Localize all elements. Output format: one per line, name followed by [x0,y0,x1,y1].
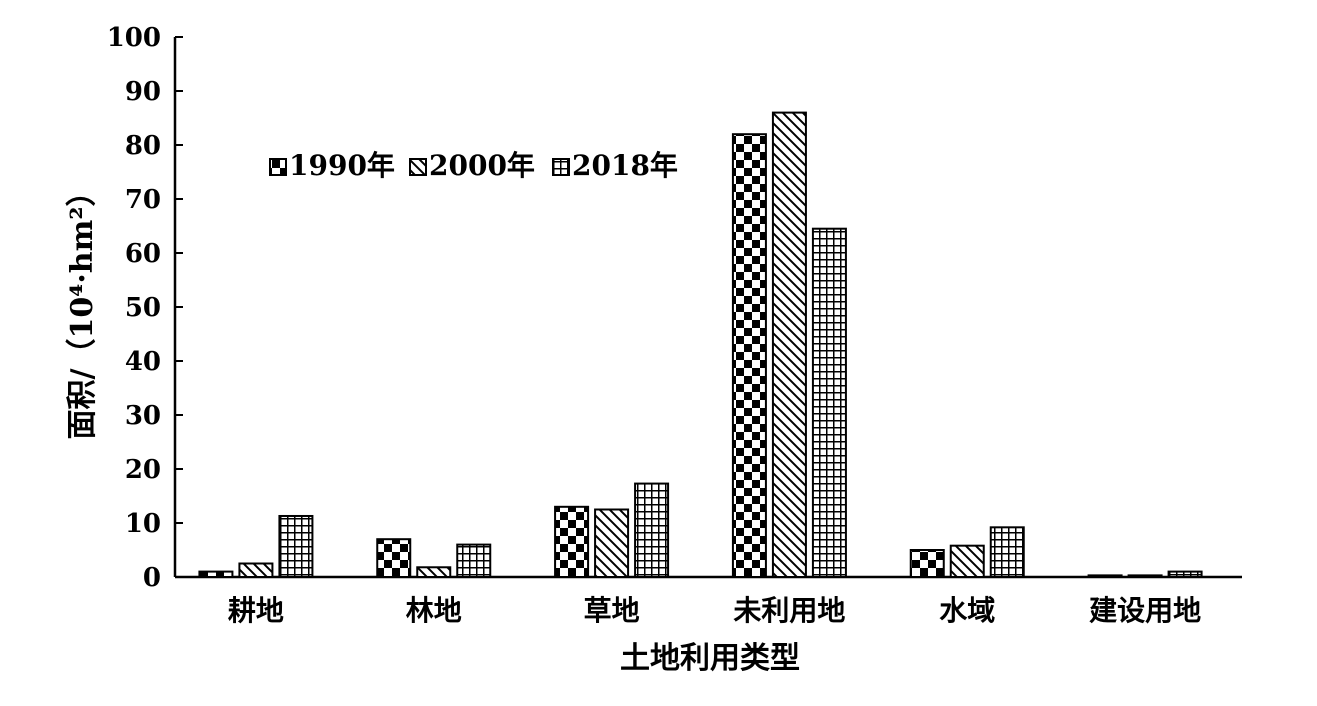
y-tick-label: 90 [125,77,161,107]
y-tick-label: 10 [125,509,161,539]
bar [731,133,767,578]
bar [456,543,492,578]
legend-swatch [552,158,570,176]
y-tick-label: 70 [125,185,161,215]
bar [989,526,1025,579]
bar [416,566,452,579]
bar [634,482,670,578]
y-tick-label: 30 [125,401,161,431]
x-axis-title: 土地利用类型 [620,641,800,676]
bar [1087,574,1123,579]
legend: 1990年 2000年 2018年 [269,149,678,182]
x-tick-label: 水域 [939,594,995,627]
bar [376,538,412,579]
y-tick-label: 100 [107,23,161,53]
y-tick-label: 20 [125,455,161,485]
bars-group [198,111,1203,579]
y-axis-title: 面积/（10⁴·hm²） [65,177,100,440]
y-tick-label: 60 [125,239,161,269]
legend-swatch [269,158,287,176]
legend-label: 2018年 [572,149,678,182]
bar [1167,570,1203,578]
category-labels: 耕地 林地 草地 未利用地 水域 建设用地 [228,594,1201,627]
legend-label: 1990年 [289,149,395,182]
x-tick-label: 建设用地 [1089,594,1201,627]
x-tick-label: 耕地 [228,594,284,627]
bar [238,562,274,578]
bar [811,227,847,578]
legend-label: 2000年 [429,149,535,182]
x-tick-label: 未利用地 [733,594,845,627]
bar [949,544,985,578]
y-tick-label: 40 [125,347,161,377]
x-tick-label: 草地 [584,594,640,627]
axes: 0 10 20 30 40 50 60 70 80 90 100 [107,23,1242,593]
bar [554,505,590,578]
y-tick-label: 50 [125,293,161,323]
legend-swatch [409,158,427,176]
bar [771,111,807,578]
bar [1127,574,1163,579]
y-tick-label: 80 [125,131,161,161]
bar [278,514,314,578]
x-tick-label: 林地 [406,594,462,627]
bar [198,570,234,578]
bar [909,549,945,578]
y-tick-label: 0 [143,563,161,593]
bar [594,508,630,578]
